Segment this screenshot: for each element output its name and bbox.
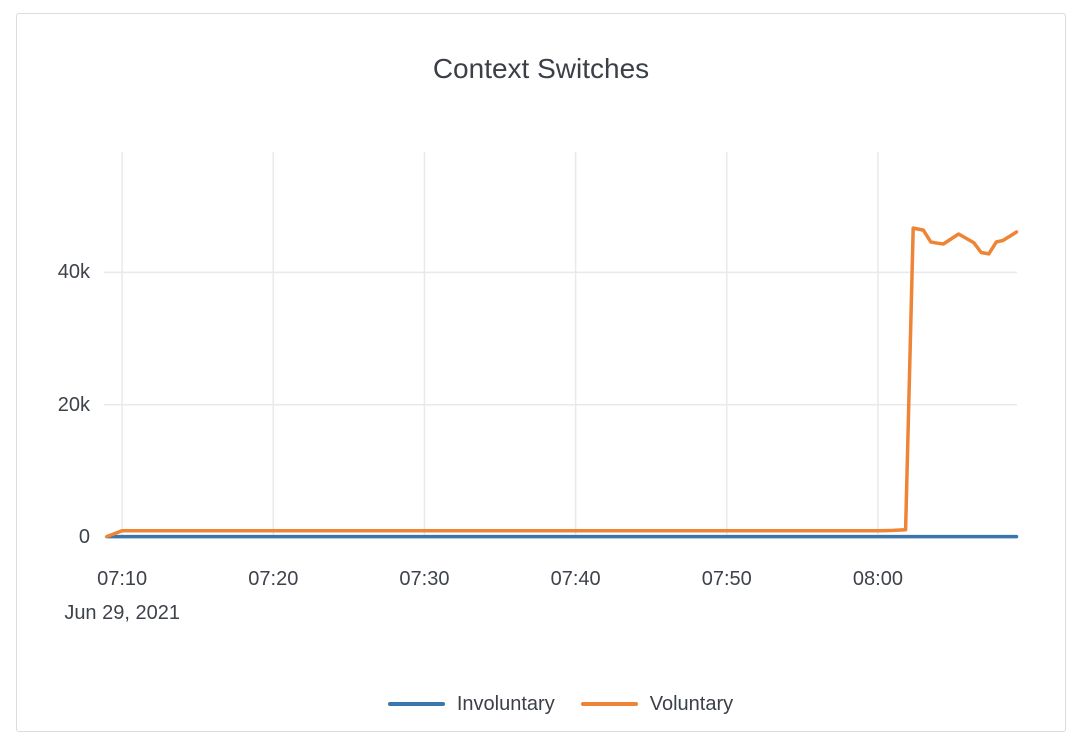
- x-tick-label: 07:10: [97, 568, 148, 590]
- x-tick-label: 07:50: [701, 568, 752, 590]
- legend: Involuntary Voluntary: [104, 692, 1017, 716]
- series-line-voluntary: [105, 226, 1019, 539]
- y-tick-label: 0: [78, 526, 90, 548]
- legend-item-involuntary[interactable]: Involuntary: [387, 692, 555, 716]
- x-tick-label: 07:30: [399, 568, 450, 590]
- x-axis-date-label: Jun 29, 2021: [64, 602, 180, 624]
- legend-swatch-voluntary: [580, 702, 638, 706]
- chart-card: Context Switches 0 20k 40k 07:10 07:20 07:30…: [16, 13, 1066, 732]
- legend-swatch-involuntary: [387, 702, 445, 706]
- plot-area[interactable]: [17, 14, 1065, 731]
- y-tick-label: 20k: [57, 393, 90, 416]
- legend-item-voluntary[interactable]: Voluntary: [580, 692, 734, 716]
- x-tick-label: 08:00: [852, 568, 903, 590]
- x-tick-label: 07:40: [550, 568, 601, 590]
- x-tick-label: 07:20: [248, 568, 299, 590]
- legend-label: Involuntary: [456, 693, 555, 715]
- chart-title: Context Switches: [432, 53, 650, 84]
- legend-label: Voluntary: [649, 693, 734, 715]
- y-tick-label: 40k: [57, 261, 90, 284]
